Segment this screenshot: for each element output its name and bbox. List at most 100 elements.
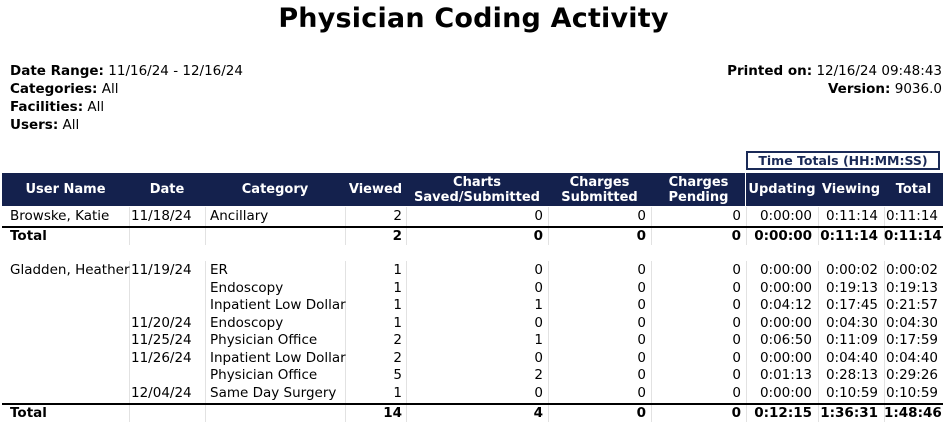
row-total: 0:04:40	[885, 349, 938, 366]
row-updating: 0:00:00	[759, 384, 812, 401]
column-guide	[129, 261, 130, 422]
row-charts: 0	[534, 279, 543, 296]
col-header-charges-pending: Charges Pending	[651, 173, 746, 206]
row-charges-pending: 0	[732, 314, 741, 331]
row-viewing: 0:04:30	[825, 314, 878, 331]
row-updating: 0:06:50	[759, 332, 812, 348]
row-updating: 0:00:00	[759, 208, 812, 224]
user-name: Browske, Katie	[10, 208, 110, 224]
column-guide	[205, 261, 206, 422]
column-guide	[548, 261, 549, 422]
row-date: 11/18/24	[131, 208, 192, 224]
total-label: Total	[10, 228, 47, 244]
row-total: 0:17:59	[885, 332, 938, 348]
row-charts: 2	[534, 367, 543, 383]
row-viewing: 0:11:14	[825, 208, 878, 224]
row-viewing: 0:00:02	[825, 262, 878, 278]
total-total: 1:48:46	[884, 405, 942, 421]
row-date: 11/20/24	[131, 314, 192, 331]
row-updating: 0:00:00	[759, 262, 812, 278]
row-charges-submitted: 0	[637, 349, 646, 366]
row-category: Ancillary	[210, 208, 269, 224]
col-header-total: Total	[884, 173, 943, 206]
row-total: 0:04:30	[885, 314, 938, 331]
row-category: Physician Office	[210, 367, 318, 383]
row-viewing: 0:11:09	[825, 332, 878, 348]
row-category: Endoscopy	[210, 279, 284, 296]
row-charts: 0	[534, 314, 543, 331]
row-charts: 0	[534, 262, 543, 278]
row-total: 0:00:02	[885, 262, 938, 278]
row-charges-submitted: 0	[637, 297, 646, 313]
row-category: Endoscopy	[210, 314, 284, 331]
row-date	[131, 279, 203, 297]
row-charts: 1	[534, 332, 543, 348]
row-viewed: 2	[393, 349, 402, 366]
row-viewing: 0:17:45	[825, 297, 878, 313]
total-charges-submitted: 0	[636, 405, 646, 421]
row-updating: 0:00:00	[759, 349, 812, 366]
report-title: Physician Coding Activity	[278, 3, 669, 34]
row-charts: 0	[534, 384, 543, 401]
row-total: 0:11:14	[885, 208, 938, 224]
row-charges-pending: 0	[732, 279, 741, 296]
row-charges-pending: 0	[732, 384, 741, 401]
row-viewed: 1	[393, 384, 402, 401]
row-charges-pending: 0	[732, 297, 741, 313]
row-viewing: 0:28:13	[825, 367, 878, 383]
col-header-viewed: Viewed	[345, 173, 406, 206]
date-range-line: Date Range: 11/16/24 - 12/16/24	[10, 63, 243, 79]
row-date	[131, 366, 203, 384]
header-separator	[745, 173, 746, 206]
col-header-user: User Name	[2, 173, 129, 206]
row-updating: 0:01:13	[759, 367, 812, 383]
total-updating: 0:12:15	[754, 405, 812, 421]
time-totals-label: Time Totals (HH:MM:SS)	[746, 151, 940, 170]
report-print-info: Printed on: 12/16/24 09:48:43 Version: 9…	[727, 62, 942, 98]
total-viewed: 2	[392, 228, 402, 244]
total-label: Total	[10, 405, 47, 421]
row-updating: 0:00:00	[759, 314, 812, 331]
row-charges-pending: 0	[732, 367, 741, 383]
total-charges-pending: 0	[731, 405, 741, 421]
row-charts: 0	[534, 208, 543, 224]
total-divider	[2, 403, 943, 405]
row-charges-submitted: 0	[637, 314, 646, 331]
col-header-charts: Charts Saved/Submitted	[406, 173, 548, 206]
row-date: 11/26/24	[131, 349, 192, 366]
column-guide	[884, 261, 885, 422]
row-charges-pending: 0	[732, 332, 741, 348]
total-charts: 0	[533, 228, 543, 244]
row-total: 0:29:26	[885, 367, 938, 383]
total-viewing: 1:36:31	[820, 405, 878, 421]
facilities-line: Facilities: All	[10, 99, 105, 115]
total-charges-submitted: 0	[636, 228, 646, 244]
column-guide	[406, 261, 407, 422]
col-header-date: Date	[129, 173, 205, 206]
row-charts: 0	[534, 349, 543, 366]
row-charges-pending: 0	[732, 262, 741, 278]
row-charges-submitted: 0	[637, 262, 646, 278]
column-guide	[651, 261, 652, 422]
col-header-viewing: Viewing	[818, 173, 884, 206]
row-category: Same Day Surgery	[210, 384, 337, 401]
row-viewed: 1	[393, 279, 402, 296]
row-date: 11/19/24	[131, 262, 192, 278]
row-viewed: 1	[393, 262, 402, 278]
row-viewed: 1	[393, 297, 402, 313]
row-viewed: 2	[393, 332, 402, 348]
column-guide	[746, 261, 747, 422]
total-viewed: 14	[383, 405, 402, 421]
row-updating: 0:04:12	[759, 297, 812, 313]
row-category: Physician Office	[210, 332, 318, 348]
row-date	[131, 296, 203, 314]
row-charges-submitted: 0	[637, 384, 646, 401]
row-viewed: 5	[393, 367, 402, 383]
row-category: Inpatient Low Dollar	[210, 349, 346, 366]
version-line: Version: 9036.0	[827, 81, 942, 97]
row-charges-submitted: 0	[637, 332, 646, 348]
total-total: 0:11:14	[884, 228, 942, 244]
row-viewing: 0:04:40	[825, 349, 878, 366]
row-total: 0:19:13	[885, 279, 938, 296]
row-viewed: 1	[393, 314, 402, 331]
